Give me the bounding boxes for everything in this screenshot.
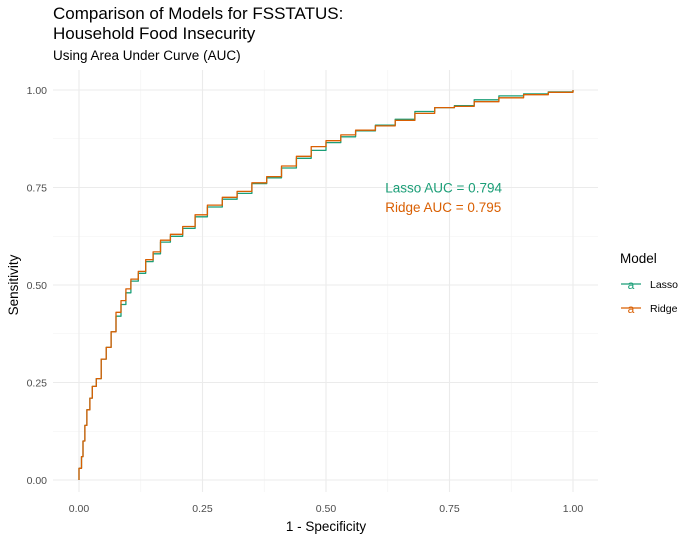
tick-labels: 0.00 0.00 0.25 0.25 0.50 0.50 0.75 0.75 1.00 1.00 — [27, 85, 584, 515]
auc-annotations: Lasso AUC = 0.794 Ridge AUC = 0.795 — [385, 181, 502, 216]
legend-key-text: a — [628, 302, 635, 316]
legend-title: Model — [620, 251, 657, 266]
y-tick-label: 0.75 — [27, 183, 48, 195]
y-tick-label: 0.50 — [27, 280, 48, 292]
x-tick-label: 0.50 — [316, 503, 337, 515]
x-tick-label: 0.25 — [192, 503, 213, 515]
auc-annotation-2: Ridge AUC = 0.795 — [385, 200, 501, 215]
series-lines — [78, 90, 574, 480]
chart-subtitle: Using Area Under Curve (AUC) — [53, 48, 241, 63]
x-tick-label: 0.75 — [439, 503, 460, 515]
legend: Model a Lasso a Ridge — [620, 251, 678, 316]
x-axis-title: 1 - Specificity — [286, 519, 367, 534]
legend-label-ridge: Ridge — [650, 303, 678, 315]
legend-label-lasso: Lasso — [650, 279, 678, 291]
y-tick-label: 1.00 — [27, 85, 48, 97]
chart-title: Comparison of Models for FSSTATUS: House… — [53, 4, 344, 43]
x-tick-label: 1.00 — [563, 503, 584, 515]
y-tick-label: 0.00 — [27, 475, 48, 487]
y-tick-label: 0.25 — [27, 378, 48, 390]
auc-annotation-1: Lasso AUC = 0.794 — [385, 181, 502, 196]
legend-key-text: a — [628, 278, 635, 292]
y-axis-title: Sensitivity — [6, 254, 21, 315]
grid — [53, 70, 598, 492]
x-tick-label: 0.00 — [69, 503, 90, 515]
series-line-ridge — [78, 90, 574, 480]
